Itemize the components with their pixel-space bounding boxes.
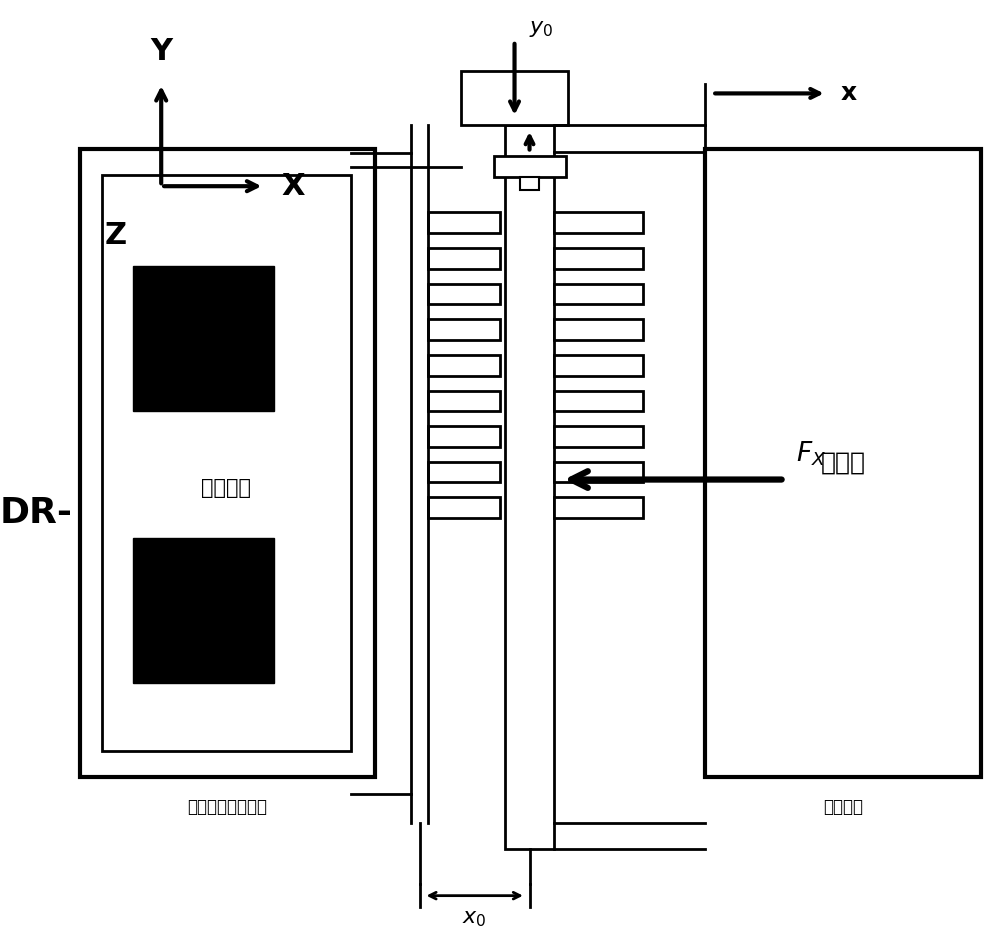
Bar <box>133 538 274 683</box>
Bar <box>554 497 643 518</box>
Bar <box>428 426 500 447</box>
Bar <box>461 71 568 125</box>
Text: Y: Y <box>150 37 172 66</box>
Bar <box>428 390 500 411</box>
Bar <box>554 213 643 233</box>
Bar <box>80 149 375 776</box>
Text: x: x <box>841 82 857 105</box>
Bar <box>428 497 500 518</box>
Bar <box>554 284 643 305</box>
Bar <box>554 319 643 340</box>
Bar <box>428 462 500 482</box>
Bar <box>428 355 500 376</box>
Text: $y_0$: $y_0$ <box>529 19 553 39</box>
Bar <box>102 175 351 752</box>
Text: DR-: DR- <box>0 496 72 530</box>
Bar <box>705 149 981 776</box>
Text: $F_X$: $F_X$ <box>796 439 826 468</box>
Text: Z: Z <box>104 221 127 250</box>
Bar <box>554 355 643 376</box>
Circle shape <box>156 181 166 192</box>
Bar <box>428 284 500 305</box>
Bar <box>520 177 539 190</box>
Bar <box>428 319 500 340</box>
Bar <box>554 248 643 269</box>
Text: 固定电极（锶点）: 固定电极（锶点） <box>187 797 267 815</box>
Text: 可动电极: 可动电极 <box>823 797 863 815</box>
Text: $x_0$: $x_0$ <box>462 909 487 929</box>
Bar <box>494 157 566 177</box>
Bar <box>505 125 554 848</box>
Bar <box>428 248 500 269</box>
Text: X: X <box>281 172 305 200</box>
Bar <box>554 462 643 482</box>
Text: 静电驱动: 静电驱动 <box>201 477 251 498</box>
Bar <box>133 266 274 411</box>
Bar <box>554 426 643 447</box>
Bar <box>554 390 643 411</box>
Bar <box>428 213 500 233</box>
Text: 质量块: 质量块 <box>821 451 866 474</box>
